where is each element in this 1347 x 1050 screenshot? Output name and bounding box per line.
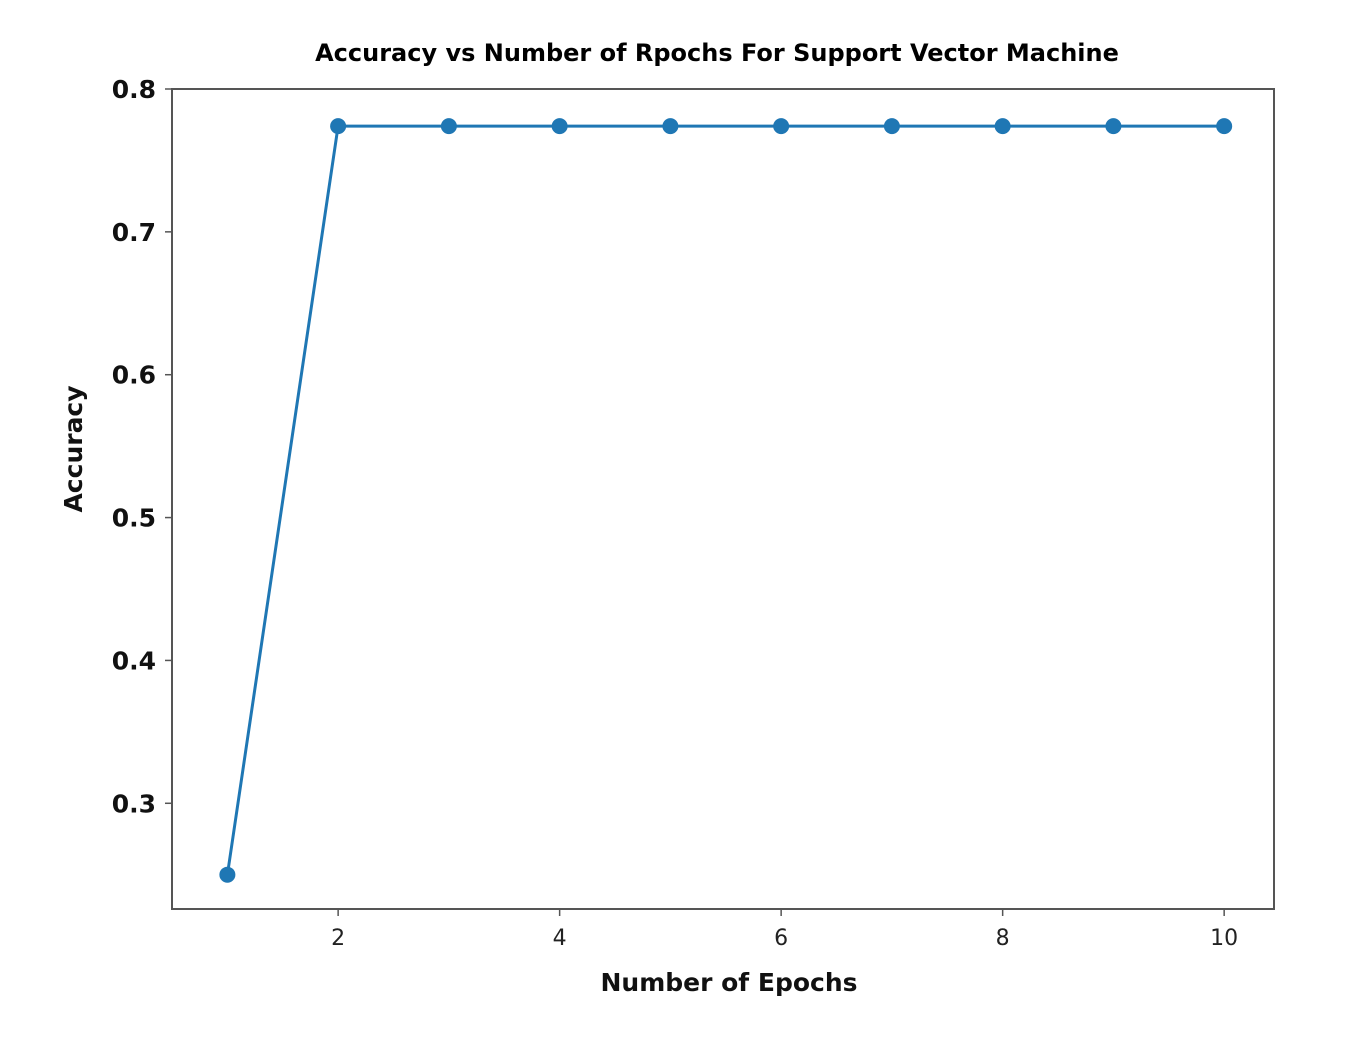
y-tick-label: 0.6 [112, 361, 156, 390]
data-point [994, 118, 1011, 135]
y-axis-label: Accuracy [59, 385, 88, 512]
data-point [773, 118, 790, 135]
data-point [219, 866, 236, 883]
x-tick-label: 2 [331, 926, 345, 951]
x-tick-label: 10 [1210, 926, 1238, 951]
chart-title: Accuracy vs Number of Rpochs For Support… [315, 39, 1119, 67]
data-point [883, 118, 900, 135]
y-tick-label: 0.3 [112, 789, 156, 818]
y-tick-label: 0.8 [112, 75, 156, 104]
x-tick-label: 8 [996, 926, 1010, 951]
y-axis-ticks: 0.3 0.4 0.5 0.6 0.7 0.8 [112, 75, 172, 818]
x-tick-label: 4 [553, 926, 567, 951]
series-layer [219, 118, 1233, 883]
y-tick-label: 0.7 [112, 218, 156, 247]
data-point [1216, 118, 1233, 135]
x-tick-label: 6 [774, 926, 788, 951]
y-tick-label: 0.5 [112, 504, 156, 533]
y-tick-label: 0.4 [112, 646, 156, 675]
plot-frame [171, 88, 1275, 910]
data-point [662, 118, 679, 135]
series-line [225, 124, 1225, 875]
x-axis-ticks: 2 4 6 8 10 [331, 909, 1238, 951]
x-axis-label: Number of Epochs [600, 968, 857, 997]
data-point [440, 118, 457, 135]
data-point [551, 118, 568, 135]
plot-area: 0.3 0.4 0.5 0.6 0.7 0.8 2 4 6 8 10 [112, 75, 1275, 951]
data-point [1105, 118, 1122, 135]
data-point [330, 118, 347, 135]
